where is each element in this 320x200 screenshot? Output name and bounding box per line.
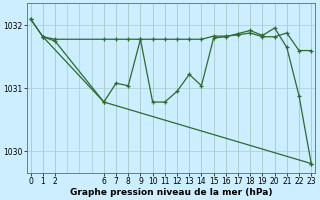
X-axis label: Graphe pression niveau de la mer (hPa): Graphe pression niveau de la mer (hPa)	[70, 188, 272, 197]
